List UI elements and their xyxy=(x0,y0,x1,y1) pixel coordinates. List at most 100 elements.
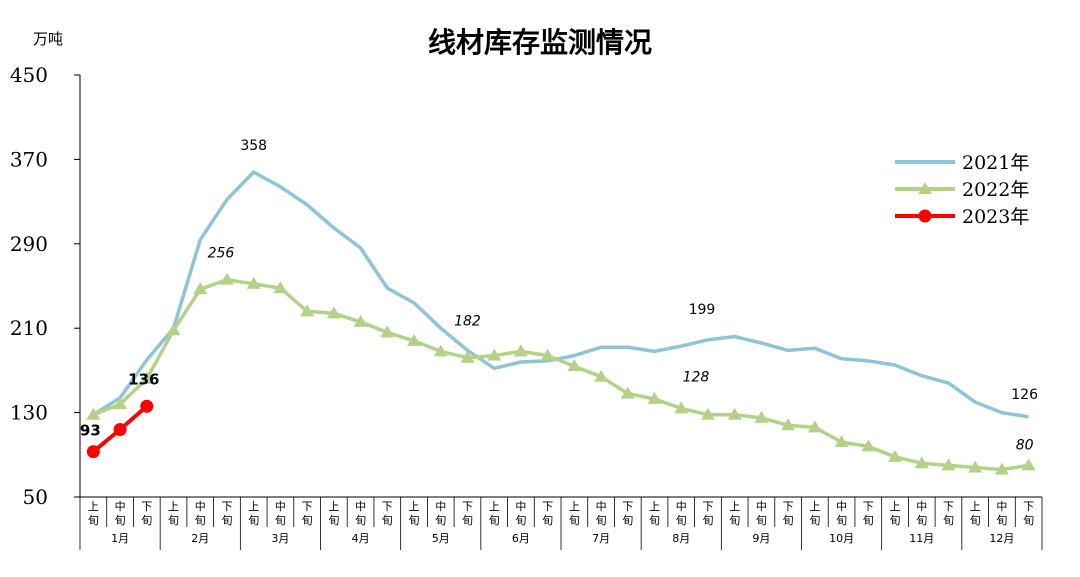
x-tick-label: 下 xyxy=(382,500,393,513)
x-tick-label: 旬 xyxy=(221,514,232,527)
x-tick-label: 旬 xyxy=(783,514,794,527)
legend-label: 2021年 xyxy=(962,152,1029,174)
data-point xyxy=(139,371,154,384)
x-tick-label: 中 xyxy=(676,500,687,513)
data-point xyxy=(219,272,234,285)
data-label: 182 xyxy=(454,314,481,330)
data-point xyxy=(920,374,924,378)
data-point xyxy=(359,246,363,250)
data-point xyxy=(492,366,496,370)
x-tick-label: 中 xyxy=(756,500,767,513)
data-point xyxy=(888,449,903,462)
x-tick-label: 中 xyxy=(996,500,1007,513)
x-tick-label: 旬 xyxy=(596,514,607,527)
data-point xyxy=(861,439,876,452)
month-label: 12月 xyxy=(989,532,1014,545)
month-label: 5月 xyxy=(432,532,450,545)
chart-title: 线材库存监测情况 xyxy=(428,26,652,59)
x-tick-label: 下 xyxy=(462,500,473,513)
x-tick-label: 旬 xyxy=(970,514,981,527)
x-tick-label: 中 xyxy=(435,500,446,513)
legend-label: 2023年 xyxy=(962,206,1029,228)
data-point xyxy=(647,391,662,404)
data-point xyxy=(540,348,555,361)
data-point xyxy=(386,286,390,290)
x-tick-label: 旬 xyxy=(515,514,526,527)
x-tick-label: 旬 xyxy=(702,514,713,527)
x-tick-label: 中 xyxy=(195,500,206,513)
x-tick-label: 旬 xyxy=(195,514,206,527)
data-point xyxy=(706,338,710,342)
series-layer xyxy=(86,170,1036,475)
data-point xyxy=(994,462,1009,475)
x-tick-label: 上 xyxy=(970,500,981,513)
month-label: 4月 xyxy=(352,532,370,545)
data-point xyxy=(1000,411,1004,415)
data-point xyxy=(273,281,288,294)
data-label: 128 xyxy=(683,370,710,386)
x-tick-label: 旬 xyxy=(676,514,687,527)
data-point xyxy=(252,170,256,174)
data-point xyxy=(893,363,897,367)
month-label: 11月 xyxy=(909,532,934,545)
x-tick-label: 旬 xyxy=(569,514,580,527)
data-point xyxy=(193,282,208,295)
x-tick-label: 中 xyxy=(596,500,607,513)
data-point xyxy=(353,314,368,327)
data-point xyxy=(439,326,443,330)
data-point xyxy=(140,399,154,413)
data-point xyxy=(840,357,844,361)
month-label: 3月 xyxy=(271,532,289,545)
y-axis-unit: 万吨 xyxy=(33,30,63,48)
series-2023年 xyxy=(86,399,154,459)
x-tick-label: 旬 xyxy=(168,514,179,527)
month-label: 7月 xyxy=(592,532,610,545)
data-point xyxy=(733,335,737,339)
x-tick-label: 旬 xyxy=(943,514,954,527)
month-label: 10月 xyxy=(829,532,854,545)
x-tick-label: 旬 xyxy=(996,514,1007,527)
x-tick-label: 旬 xyxy=(328,514,339,527)
x-tick-label: 旬 xyxy=(916,514,927,527)
x-tick-label: 旬 xyxy=(248,514,259,527)
x-tick-label: 旬 xyxy=(302,514,313,527)
x-tick-label: 下 xyxy=(302,500,313,513)
data-point xyxy=(674,401,689,414)
data-point xyxy=(519,360,523,364)
data-point xyxy=(760,341,764,345)
data-point xyxy=(807,420,822,433)
x-tick-label: 旬 xyxy=(382,514,393,527)
data-point xyxy=(679,344,683,348)
x-tick-label: 旬 xyxy=(756,514,767,527)
data-point xyxy=(594,369,609,382)
data-point xyxy=(412,301,416,305)
data-point xyxy=(305,203,309,207)
data-point xyxy=(145,358,149,362)
data-point xyxy=(727,407,742,420)
x-tick-label: 旬 xyxy=(622,514,633,527)
x-tick-label: 中 xyxy=(515,500,526,513)
x-tick-label: 旬 xyxy=(863,514,874,527)
data-point xyxy=(567,359,582,372)
month-label: 1月 xyxy=(111,532,129,545)
data-point xyxy=(973,400,977,404)
x-tick-label: 中 xyxy=(115,500,126,513)
data-point xyxy=(700,407,715,420)
data-point xyxy=(86,407,101,420)
data-label: 93 xyxy=(80,422,101,440)
x-tick-label: 上 xyxy=(729,500,740,513)
data-point xyxy=(166,323,181,336)
series-2021年 xyxy=(92,170,1031,419)
x-tick-label: 旬 xyxy=(836,514,847,527)
data-point xyxy=(407,333,422,346)
x-tick-label: 上 xyxy=(88,500,99,513)
data-point xyxy=(326,306,341,319)
data-point xyxy=(781,418,796,431)
x-tick-label: 上 xyxy=(248,500,259,513)
data-point xyxy=(460,350,475,363)
y-tick-label: 50 xyxy=(23,485,48,509)
data-point xyxy=(1027,415,1031,419)
data-label: 126 xyxy=(1011,387,1038,403)
data-point xyxy=(246,276,261,289)
